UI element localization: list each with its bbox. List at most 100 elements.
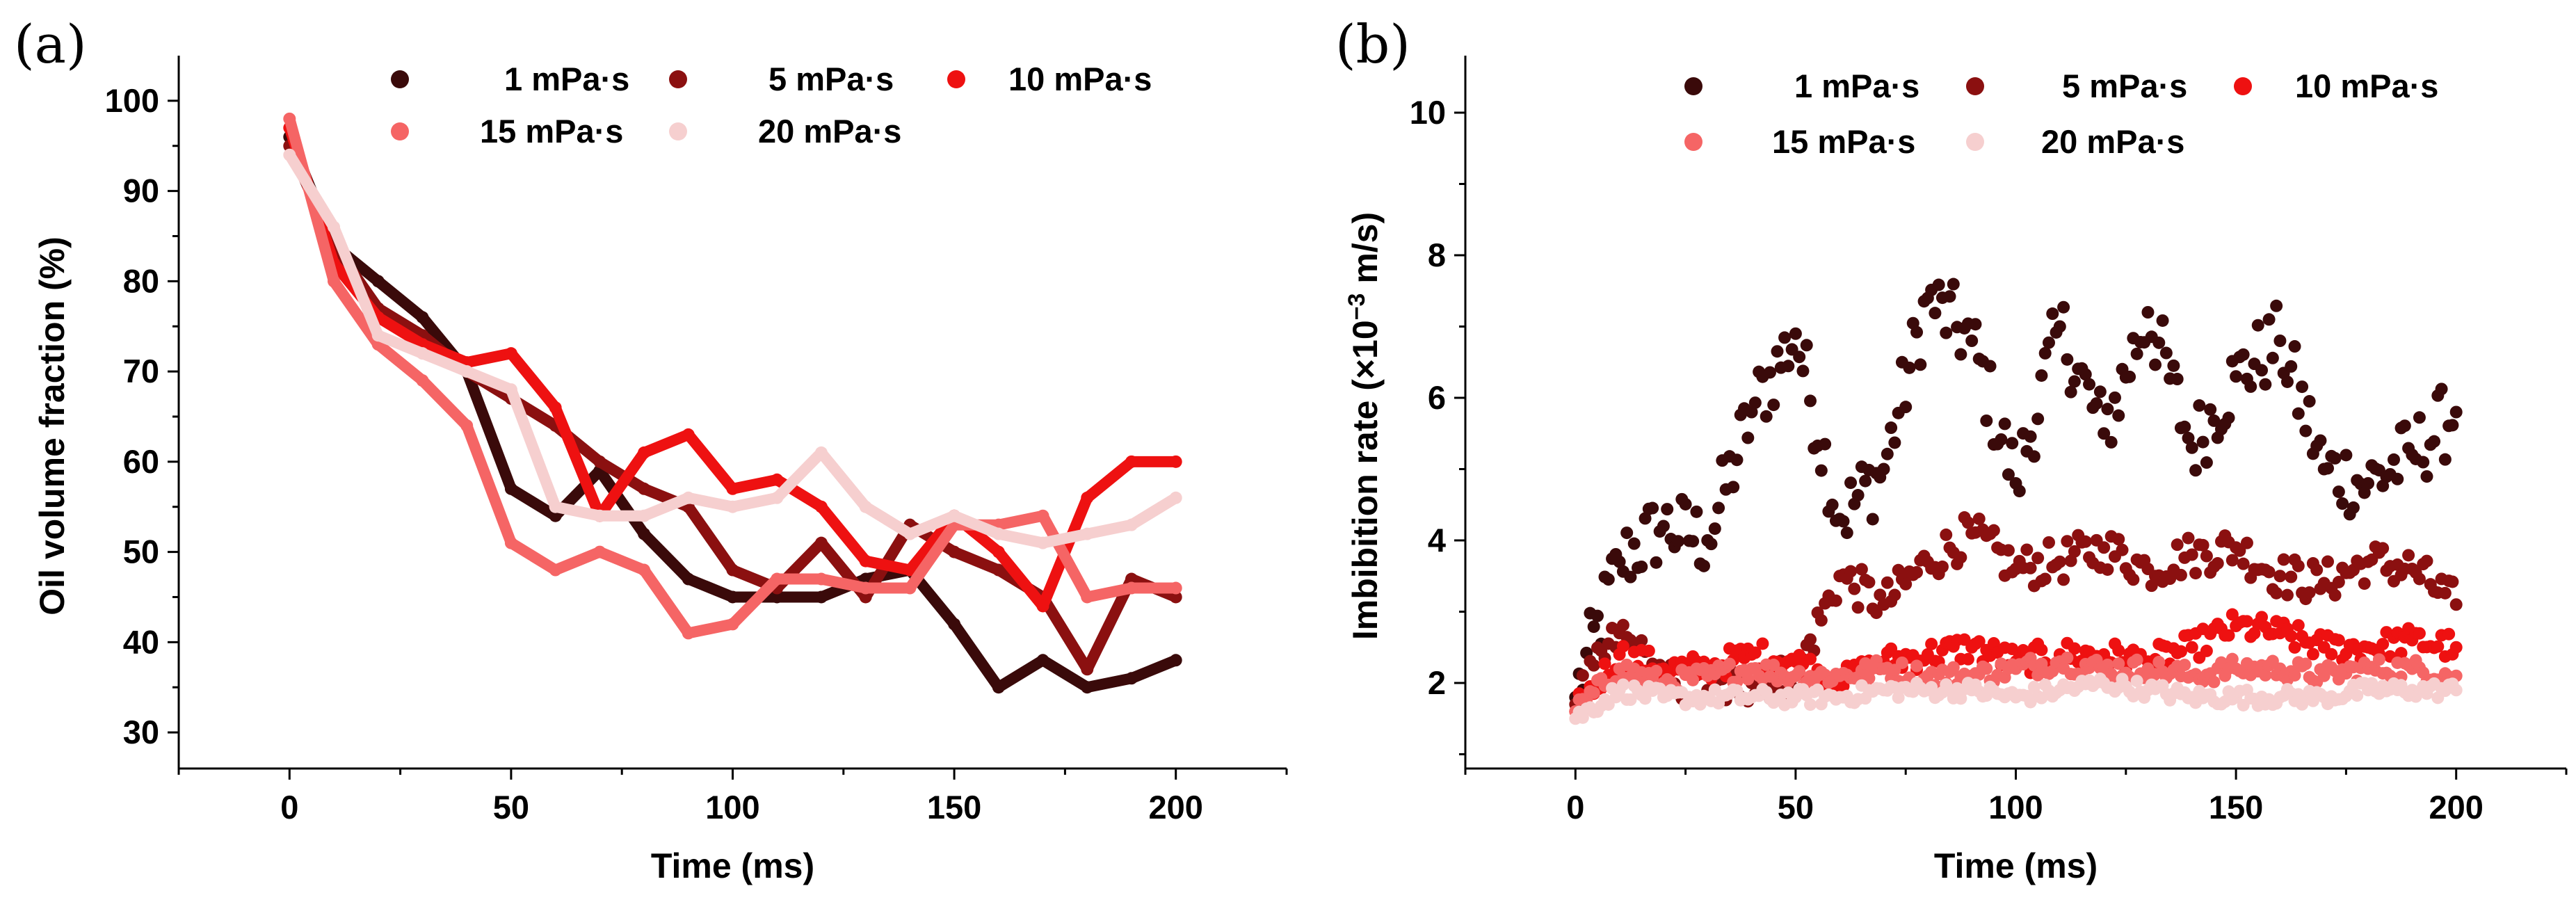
- legend-marker: [1966, 77, 1984, 95]
- scatter-point: [2024, 561, 2037, 574]
- scatter-point: [1980, 414, 1993, 427]
- scatter-point: [2431, 640, 2445, 653]
- data-point: [1125, 581, 1138, 595]
- scatter-point: [2189, 464, 2203, 477]
- data-point: [859, 581, 872, 595]
- data-point: [726, 563, 739, 577]
- scatter-point: [2420, 554, 2433, 568]
- scatter-point: [1972, 512, 1986, 525]
- scatter-point: [2038, 346, 2052, 360]
- data-point: [593, 545, 606, 558]
- data-point: [948, 618, 961, 631]
- y-tick-label: 80: [123, 262, 159, 299]
- scatter-point: [1804, 652, 1817, 666]
- data-point: [726, 482, 739, 495]
- scatter-point: [2262, 313, 2276, 326]
- scatter-point: [2255, 364, 2269, 377]
- y-tick-label: 10: [1410, 94, 1446, 131]
- data-point: [1081, 681, 1094, 694]
- scatter-point: [2292, 619, 2305, 632]
- scatter-point: [1767, 399, 1780, 412]
- scatter-point: [1576, 669, 1589, 682]
- legend-label: 5 mPa·s: [2062, 67, 2187, 104]
- scatter-point: [2068, 375, 2081, 388]
- data-point: [328, 275, 341, 288]
- scatter-point: [2237, 557, 2250, 570]
- scatter-point: [1760, 410, 1773, 423]
- scatter-point: [1910, 565, 1924, 579]
- scatter-point: [2438, 453, 2452, 466]
- legend-marker: [391, 70, 409, 88]
- scatter-point: [2328, 451, 2342, 465]
- data-point: [2449, 684, 2463, 697]
- y-tick-label: 6: [1428, 379, 1446, 416]
- scatter-point: [1895, 656, 1908, 669]
- scatter-point: [1587, 659, 1600, 672]
- scatter-point: [2061, 651, 2074, 664]
- legend-label: 5 mPa·s: [768, 61, 894, 97]
- scatter-point: [1837, 515, 1850, 528]
- scatter-point: [2207, 414, 2221, 427]
- scatter-point: [2225, 652, 2239, 666]
- scatter-point: [1687, 673, 1700, 686]
- x-tick-label: 150: [2209, 789, 2263, 826]
- scatter-point: [2112, 409, 2125, 422]
- legend-label: 15 mPa·s: [480, 113, 623, 150]
- scatter-point: [2240, 615, 2253, 628]
- scatter-point: [2112, 657, 2125, 670]
- scatter-point: [2061, 353, 2074, 366]
- data-point: [814, 500, 828, 513]
- scatter-point: [2211, 557, 2224, 570]
- data-point: [2098, 541, 2111, 554]
- scatter-point: [1778, 331, 1792, 344]
- scatter-point: [2251, 319, 2264, 332]
- data-point: [682, 491, 695, 504]
- scatter-point: [1587, 686, 1600, 700]
- scatter-point: [2167, 359, 2180, 372]
- x-tick-label: 50: [1778, 789, 1814, 826]
- data-point: [2273, 570, 2287, 583]
- scatter-point: [2207, 675, 2221, 689]
- y-axis-title: Imbibition rate (×10−3 m/s): [1344, 212, 1385, 640]
- scatter-point: [2031, 552, 2045, 565]
- legend-marker: [669, 122, 687, 140]
- data-point: [726, 500, 739, 513]
- scatter-point: [1983, 360, 1997, 373]
- data-point: [2449, 641, 2463, 654]
- y-tick-label: 40: [123, 623, 159, 660]
- scatter-point: [1741, 431, 1755, 444]
- scatter-point: [2336, 497, 2349, 510]
- scatter-point: [1914, 358, 1927, 371]
- scatter-point: [2104, 435, 2118, 449]
- scatter-point: [2376, 638, 2390, 651]
- data-point: [1125, 672, 1138, 685]
- data-point: [2230, 370, 2243, 383]
- scatter-point: [2002, 468, 2015, 481]
- data-point: [1657, 520, 1670, 533]
- scatter-point: [2182, 531, 2195, 545]
- scatter-point: [2174, 568, 2187, 581]
- data-point: [549, 500, 562, 513]
- scatter-point: [1932, 278, 1945, 291]
- scatter-point: [2417, 456, 2430, 469]
- scatter-point: [1998, 417, 2011, 431]
- scatter-point: [2446, 419, 2459, 432]
- legend-label: 1 mPa·s: [1794, 67, 1919, 104]
- data-point: [1169, 654, 1182, 667]
- data-point: [682, 428, 695, 441]
- scatter-point: [1925, 637, 1938, 650]
- scatter-point: [1961, 652, 1974, 666]
- scatter-point: [1708, 522, 1721, 536]
- scatter-point: [1646, 501, 1659, 515]
- scatter-point: [1892, 691, 1905, 705]
- data-point: [726, 618, 739, 631]
- scatter-point: [1730, 453, 1744, 467]
- scatter-point: [1741, 673, 1755, 686]
- scatter-point: [1771, 345, 1784, 358]
- scatter-point: [1862, 576, 1876, 589]
- scatter-point: [1935, 560, 1949, 573]
- scatter-point: [2006, 437, 2019, 450]
- legend-marker: [669, 70, 687, 88]
- data-point: [859, 500, 872, 513]
- data-point: [2449, 405, 2463, 419]
